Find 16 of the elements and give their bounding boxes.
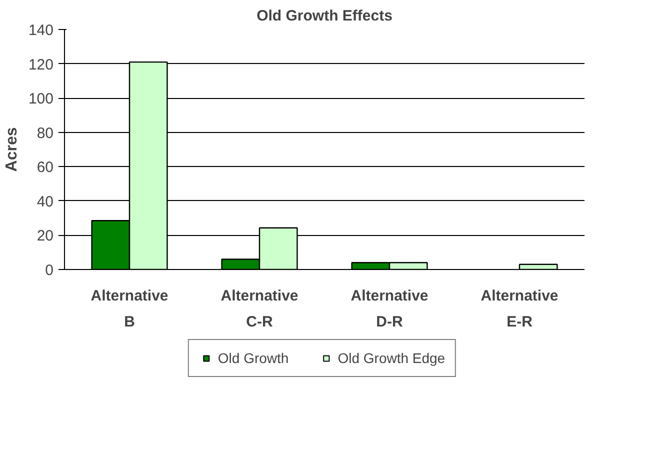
chart-title: Old Growth Effects bbox=[256, 8, 392, 24]
category-label: Alternative C-R bbox=[220, 288, 298, 330]
y-tick-label: 80 bbox=[36, 124, 54, 142]
y-tick-label: 100 bbox=[28, 90, 54, 108]
category-label: Alternative B bbox=[90, 288, 168, 330]
legend-label: Old Growth Edge bbox=[338, 350, 446, 366]
y-tick-label: 0 bbox=[45, 262, 54, 279]
legend-label: Old Growth bbox=[218, 350, 289, 366]
y-tick-label: 120 bbox=[28, 56, 54, 74]
y-tick-label: 140 bbox=[28, 22, 54, 39]
category-label: Alternative D-R bbox=[350, 288, 428, 330]
y-tick-label: 60 bbox=[36, 159, 54, 176]
y-tick-label: 20 bbox=[36, 228, 54, 245]
category-label: Alternative E-R bbox=[480, 288, 558, 330]
y-axis-title: Acres bbox=[3, 127, 20, 172]
y-tick-label: 40 bbox=[36, 193, 54, 210]
